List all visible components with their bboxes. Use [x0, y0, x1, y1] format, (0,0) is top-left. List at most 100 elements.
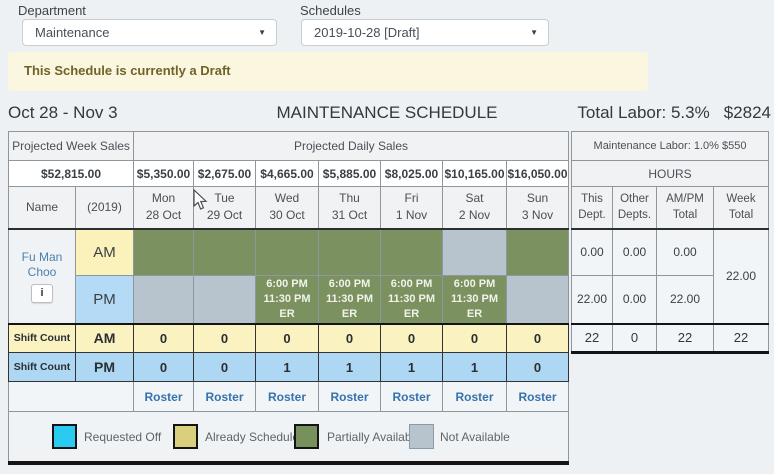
schedules-select[interactable]: 2019-10-28 [Draft] ▼ — [301, 19, 549, 46]
total-other-depts-shifts: 0 — [612, 322, 657, 354]
not-available-label: Not Available — [440, 430, 510, 444]
employee-info-button[interactable]: i — [31, 283, 53, 303]
availability-cell-pm-sun[interactable] — [506, 275, 569, 324]
shift-count-am-label: Shift Count — [8, 322, 76, 353]
availability-cell-am-sat[interactable] — [442, 228, 507, 276]
shift-count-am-value: 0 — [318, 322, 381, 353]
shift-count-pm-value: 0 — [506, 352, 569, 382]
pm-other-depts-hours: 0.00 — [612, 275, 657, 324]
schedule-table: Projected Week Sales Projected Daily Sal… — [8, 131, 569, 465]
daily-sales-value: $16,050.00 — [506, 160, 569, 187]
day-column-header: Tue 29 Oct — [193, 186, 256, 230]
availability-cell-am-sun[interactable] — [506, 228, 569, 276]
availability-cell-am-wed[interactable] — [255, 228, 319, 276]
shift-count-pm-value: 0 — [133, 352, 194, 382]
day-column-header: Fri 1 Nov — [380, 186, 443, 230]
page-title: MAINTENANCE SCHEDULE — [276, 103, 498, 122]
shift-count-am-value: 0 — [255, 322, 319, 353]
availability-cell-am-mon[interactable] — [133, 228, 194, 276]
year-column-header: (2019) — [75, 186, 134, 230]
not-available-swatch — [409, 424, 434, 449]
employee-name-link[interactable]: Fu Man Choo — [21, 249, 63, 279]
availability-cell-pm-fri[interactable]: 6:00 PM 11:30 PM ER — [380, 275, 443, 324]
day-column-header: Mon 28 Oct — [133, 186, 194, 230]
total-week-shifts: 22 — [713, 322, 769, 354]
shift-count-pm-value: 1 — [380, 352, 443, 382]
department-select-value: Maintenance — [35, 25, 110, 40]
draft-alert-banner: This Schedule is currently a Draft — [8, 52, 648, 91]
availability-cell-pm-wed[interactable]: 6:00 PM 11:30 PM ER — [255, 275, 319, 324]
hours-header: HOURS — [571, 160, 769, 187]
total-ampm-shifts: 22 — [656, 322, 714, 354]
shift-count-am-period: AM — [75, 322, 134, 353]
availability-cell-pm-thu[interactable]: 6:00 PM 11:30 PM ER — [318, 275, 381, 324]
roster-link-sun[interactable]: Roster — [518, 389, 557, 404]
roster-row-spacer — [8, 381, 134, 412]
partially-available-label: Partially Available — [327, 430, 421, 444]
availability-cell-am-tue[interactable] — [193, 228, 256, 276]
shift-count-pm-period: PM — [75, 352, 134, 382]
department-label: Department — [18, 3, 86, 18]
mouse-cursor-icon — [193, 189, 208, 210]
daily-sales-value: $2,675.00 — [193, 160, 256, 187]
roster-link-mon[interactable]: Roster — [144, 389, 183, 404]
availability-cell-pm-mon[interactable] — [133, 275, 194, 324]
projected-daily-sales-header: Projected Daily Sales — [133, 131, 569, 161]
daily-sales-value: $8,025.00 — [380, 160, 443, 187]
availability-cell-am-fri[interactable] — [380, 228, 443, 276]
roster-link-sat[interactable]: Roster — [455, 389, 494, 404]
dept-labor-header: Maintenance Labor: 1.0% $550 — [571, 131, 769, 161]
chevron-down-icon: ▼ — [258, 28, 266, 37]
am-other-depts-hours: 0.00 — [612, 228, 657, 276]
week-total-hours: 22.00 — [713, 228, 769, 324]
already-scheduled-label: Already Scheduled — [205, 430, 306, 444]
shift-count-pm-value: 1 — [442, 352, 507, 382]
total-labor-label: Total Labor: 5.3% — [577, 103, 710, 122]
ampm-total-column-header: AM/PM Total — [656, 186, 714, 230]
requested-off-label: Requested Off — [84, 430, 162, 444]
schedules-label: Schedules — [300, 3, 361, 18]
shift-count-am-value: 0 — [193, 322, 256, 353]
shift-count-am-value: 0 — [133, 322, 194, 353]
schedules-select-value: 2019-10-28 [Draft] — [314, 25, 420, 40]
shift-count-pm-value: 1 — [255, 352, 319, 382]
partially-available-swatch — [294, 424, 319, 449]
roster-link-thu[interactable]: Roster — [330, 389, 369, 404]
am-row-label: AM — [75, 228, 134, 276]
week-total-column-header: Week Total — [713, 186, 769, 230]
am-this-dept-hours: 0.00 — [571, 228, 613, 276]
chevron-down-icon: ▼ — [530, 28, 538, 37]
projected-week-sales-header: Projected Week Sales — [8, 131, 134, 161]
availability-cell-am-thu[interactable] — [318, 228, 381, 276]
roster-link-wed[interactable]: Roster — [267, 389, 306, 404]
already-scheduled-swatch — [173, 424, 198, 449]
hours-table: Maintenance Labor: 1.0% $550 HOURS This D… — [571, 131, 769, 354]
total-labor-value: $2824 — [723, 103, 771, 122]
week-sales-value: $52,815.00 — [8, 160, 134, 187]
availability-cell-pm-tue[interactable] — [193, 275, 256, 324]
total-this-dept-shifts: 22 — [571, 322, 613, 354]
pm-row-label: PM — [75, 275, 134, 324]
draft-alert-text: This Schedule is currently a Draft — [24, 63, 231, 78]
daily-sales-value: $4,665.00 — [255, 160, 319, 187]
am-ampm-total-hours: 0.00 — [656, 228, 714, 276]
pm-ampm-total-hours: 22.00 — [656, 275, 714, 324]
day-column-header: Sun 3 Nov — [506, 186, 569, 230]
requested-off-swatch — [52, 424, 77, 449]
shift-count-am-value: 0 — [442, 322, 507, 353]
department-select[interactable]: Maintenance ▼ — [22, 19, 277, 46]
week-date-range: Oct 28 - Nov 3 — [8, 103, 118, 122]
name-column-header: Name — [8, 186, 76, 230]
pm-this-dept-hours: 22.00 — [571, 275, 613, 324]
day-column-header: Wed 30 Oct — [255, 186, 319, 230]
employee-name-cell: Fu Man Choo i — [8, 228, 76, 324]
roster-link-fri[interactable]: Roster — [392, 389, 431, 404]
availability-cell-pm-sat[interactable]: 6:00 PM 11:30 PM ER — [442, 275, 507, 324]
daily-sales-value: $5,885.00 — [318, 160, 381, 187]
shift-count-am-value: 0 — [506, 322, 569, 353]
shift-count-am-value: 0 — [380, 322, 443, 353]
total-labor: Total Labor: 5.3% $2824 — [577, 103, 771, 123]
roster-link-tue[interactable]: Roster — [205, 389, 244, 404]
availability-legend: Requested Off Already Scheduled Partiall… — [8, 411, 569, 465]
